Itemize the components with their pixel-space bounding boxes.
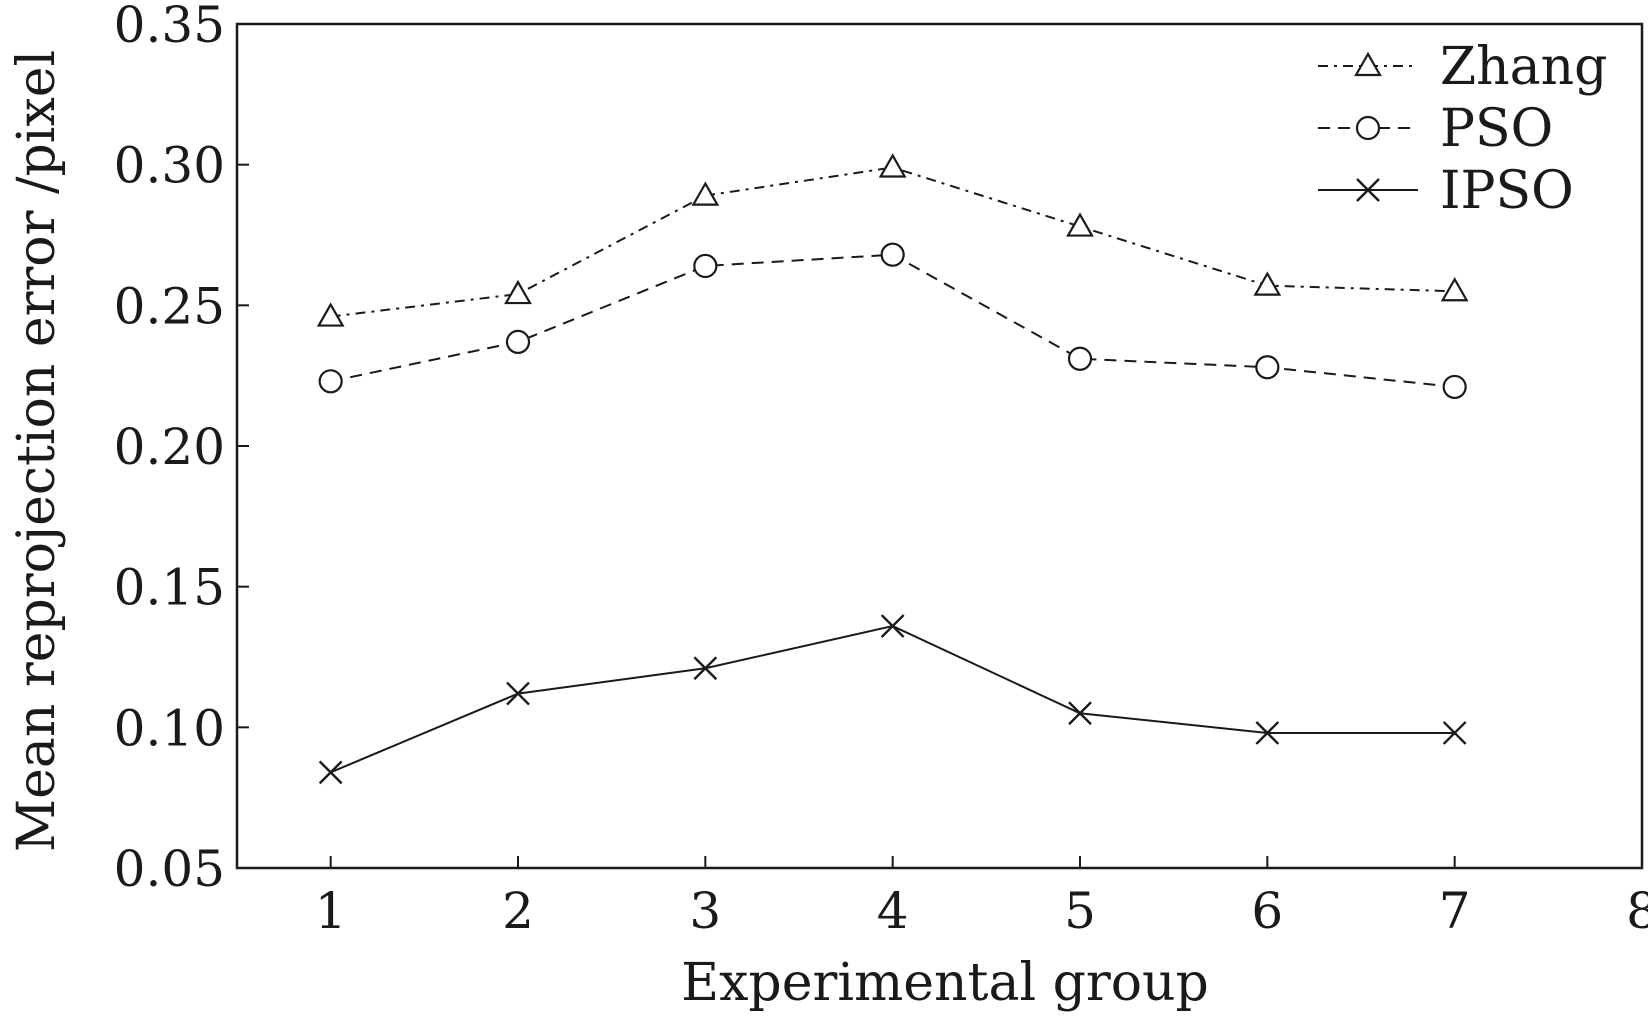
series-ipso	[318, 614, 1467, 785]
data-point-ipso	[1442, 721, 1467, 745]
x-tick-label: 1	[315, 882, 347, 940]
legend-marker-ipso	[1356, 178, 1380, 202]
series-line-zhang	[330, 166, 1455, 318]
x-tick-label: 4	[877, 882, 909, 940]
data-point-zhang	[1066, 212, 1094, 237]
series-pso	[318, 242, 1467, 400]
y-tick-label: 0.20	[114, 418, 225, 476]
x-axis-title: Experimental group	[681, 953, 1209, 1013]
y-tick-label: 0.05	[114, 840, 225, 898]
data-point-zhang	[1253, 271, 1282, 296]
x-tick-label: 2	[502, 882, 534, 940]
legend-label-zhang: Zhang	[1440, 37, 1607, 97]
plot-border	[235, 22, 1644, 870]
data-point-zhang	[504, 279, 532, 305]
series-layer	[316, 153, 1469, 785]
data-point-zhang	[316, 302, 345, 327]
data-point-ipso	[1255, 721, 1280, 745]
legend-item-pso: PSO	[1318, 99, 1553, 159]
data-point-pso	[880, 242, 905, 267]
data-point-pso	[693, 253, 718, 279]
y-tick-label: 0.35	[114, 0, 225, 54]
legend-item-ipso: IPSO	[1318, 161, 1574, 221]
x-tick-label: 8	[1626, 882, 1648, 940]
x-tick-label: 5	[1064, 882, 1096, 940]
x-tick-label: 3	[689, 882, 721, 940]
data-point-pso	[1067, 346, 1093, 371]
series-line-ipso	[330, 625, 1455, 774]
y-tick-label: 0.10	[114, 699, 225, 757]
y-axis-title: Mean reprojection error /pixel	[7, 50, 67, 852]
data-point-pso	[1255, 355, 1280, 380]
data-point-zhang	[691, 181, 720, 206]
data-point-zhang	[1440, 277, 1469, 302]
x-tick-label: 6	[1251, 882, 1283, 940]
data-point-ipso	[506, 681, 530, 706]
data-point-pso	[1442, 374, 1467, 400]
y-tick-label: 0.30	[114, 137, 225, 195]
legend-label-ipso: IPSO	[1440, 161, 1574, 221]
legend-marker-pso	[1355, 115, 1381, 141]
x-tick-label: 7	[1439, 882, 1471, 940]
series-line-pso	[330, 253, 1455, 388]
series-zhang	[316, 153, 1469, 327]
data-point-ipso	[318, 760, 343, 785]
data-point-pso	[318, 369, 343, 394]
legend-marker-zhang	[1354, 51, 1382, 77]
y-axis: 0.05 0.10 0.15 0.20 0.25 0.30 0.35	[114, 0, 249, 898]
data-point-ipso	[693, 656, 718, 681]
legend-item-zhang: Zhang	[1318, 37, 1607, 97]
data-point-ipso	[880, 614, 905, 638]
data-point-pso	[505, 329, 531, 355]
legend-label-pso: PSO	[1440, 99, 1553, 159]
y-tick-label: 0.25	[114, 277, 225, 335]
data-point-zhang	[878, 153, 907, 178]
plot-frame	[235, 22, 1644, 870]
data-point-ipso	[1068, 701, 1092, 726]
y-tick-label: 0.15	[114, 559, 225, 617]
x-axis: 1 2 3 4 5 6 7 8	[315, 856, 1648, 940]
